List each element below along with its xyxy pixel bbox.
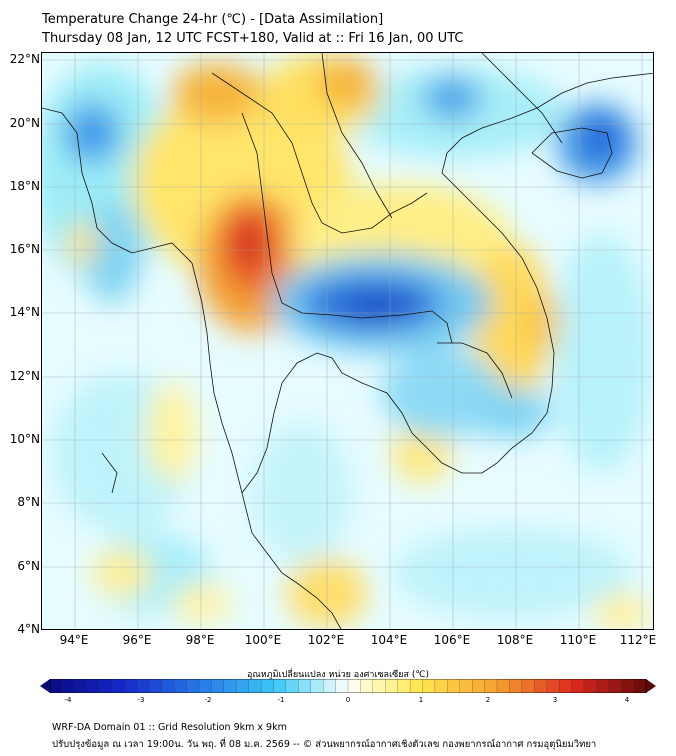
colorbar-tick: 1 bbox=[418, 696, 424, 704]
colorbar-cell bbox=[149, 679, 163, 693]
footer-model-info: WRF-DA Domain 01 :: Grid Resolution 9km … bbox=[52, 722, 287, 733]
lat-label: 18°N bbox=[9, 179, 40, 193]
colorbar-cell bbox=[496, 679, 511, 693]
colorbar-cell bbox=[260, 679, 275, 693]
colorbar-cell bbox=[422, 679, 436, 693]
colorbar-cell bbox=[447, 679, 461, 693]
lat-label: 20°N bbox=[9, 116, 40, 130]
lat-label: 4°N bbox=[17, 622, 40, 636]
colorbar-cell bbox=[397, 679, 411, 693]
colorbar-cell bbox=[323, 679, 337, 693]
colorbar-tick: 0 bbox=[345, 696, 351, 704]
colorbar-cell bbox=[124, 679, 138, 693]
colorbar-cell bbox=[546, 679, 560, 693]
colorbar-cell bbox=[285, 679, 299, 693]
colorbar-cell bbox=[571, 679, 585, 693]
colorbar-cell bbox=[534, 679, 548, 693]
colorbar-cell bbox=[434, 679, 448, 693]
lon-label: 108°E bbox=[496, 633, 534, 647]
lat-label: 12°N bbox=[9, 369, 40, 383]
graticule bbox=[42, 53, 653, 629]
lat-label: 16°N bbox=[9, 242, 40, 256]
colorbar bbox=[40, 679, 656, 693]
colorbar-cell bbox=[223, 679, 237, 693]
lon-label: 110°E bbox=[559, 633, 597, 647]
temperature-change-map[interactable] bbox=[41, 52, 654, 630]
colorbar-cell bbox=[87, 679, 101, 693]
colorbar-cell bbox=[372, 679, 386, 693]
colorbar-cell bbox=[385, 679, 399, 693]
colorbar-cell bbox=[99, 679, 113, 693]
lat-label: 8°N bbox=[17, 495, 40, 509]
colorbar-cell bbox=[161, 679, 175, 693]
colorbar-cell bbox=[74, 679, 88, 693]
colorbar-min-arrow bbox=[40, 679, 50, 693]
colorbar-cell bbox=[360, 679, 374, 693]
colorbar-cell bbox=[136, 679, 150, 693]
colorbar-cell bbox=[621, 679, 635, 693]
footer-credit: ปรับปรุงข้อมูล ณ เวลา 19:00น. วัน พฤ. ที… bbox=[52, 739, 597, 750]
lon-label: 96°E bbox=[122, 633, 152, 647]
colorbar-cell bbox=[596, 679, 610, 693]
lat-label: 22°N bbox=[9, 52, 40, 66]
colorbar-tick: 4 bbox=[624, 696, 630, 704]
chart-subtitle: Thursday 08 Jan, 12 UTC FCST+180, Valid … bbox=[42, 31, 464, 46]
lat-label: 6°N bbox=[17, 559, 40, 573]
colorbar-tick: -1 bbox=[277, 696, 285, 704]
colorbar-cell bbox=[633, 679, 647, 693]
lon-label: 112°E bbox=[619, 633, 657, 647]
colorbar-cell bbox=[273, 679, 287, 693]
colorbar-cell bbox=[521, 679, 535, 693]
colorbar-cell bbox=[459, 679, 473, 693]
colorbar-cell bbox=[49, 679, 64, 693]
colorbar-cell bbox=[558, 679, 573, 693]
lon-label: 94°E bbox=[59, 633, 89, 647]
colorbar-cell bbox=[583, 679, 597, 693]
colorbar-cell bbox=[298, 679, 312, 693]
lon-label: 102°E bbox=[307, 633, 345, 647]
colorbar-tick: -3 bbox=[137, 696, 145, 704]
colorbar-cell bbox=[472, 679, 486, 693]
colorbar-tick: -4 bbox=[64, 696, 72, 704]
colorbar-cell bbox=[608, 679, 622, 693]
colorbar-tick: 2 bbox=[485, 696, 491, 704]
colorbar-cell bbox=[236, 679, 250, 693]
lon-label: 104°E bbox=[370, 633, 408, 647]
lon-label: 106°E bbox=[433, 633, 471, 647]
lon-label: 100°E bbox=[244, 633, 282, 647]
colorbar-cell bbox=[248, 679, 262, 693]
colorbar-cell bbox=[62, 679, 76, 693]
lat-label: 10°N bbox=[9, 432, 40, 446]
colorbar-title: อุณหภูมิเปลี่ยนแปลง หน่วย องศาเซลเซียส (… bbox=[246, 670, 430, 680]
colorbar-cell bbox=[409, 679, 424, 693]
colorbar-cell bbox=[186, 679, 200, 693]
lon-label: 98°E bbox=[185, 633, 215, 647]
colorbar-max-arrow bbox=[646, 679, 656, 693]
colorbar-cell bbox=[174, 679, 188, 693]
colorbar-cell bbox=[198, 679, 213, 693]
colorbar-cell bbox=[335, 679, 349, 693]
colorbar-cell bbox=[509, 679, 523, 693]
colorbar-cell bbox=[484, 679, 498, 693]
colorbar-cell bbox=[211, 679, 225, 693]
chart-title: Temperature Change 24-hr (℃) - [Data Ass… bbox=[42, 12, 384, 27]
colorbar-cell bbox=[111, 679, 126, 693]
colorbar-cell bbox=[347, 679, 362, 693]
colorbar-tick: -2 bbox=[204, 696, 212, 704]
colorbar-cell bbox=[310, 679, 324, 693]
lat-label: 14°N bbox=[9, 305, 40, 319]
coastlines bbox=[42, 53, 653, 629]
colorbar-tick: 3 bbox=[552, 696, 558, 704]
map-canvas bbox=[42, 53, 653, 629]
